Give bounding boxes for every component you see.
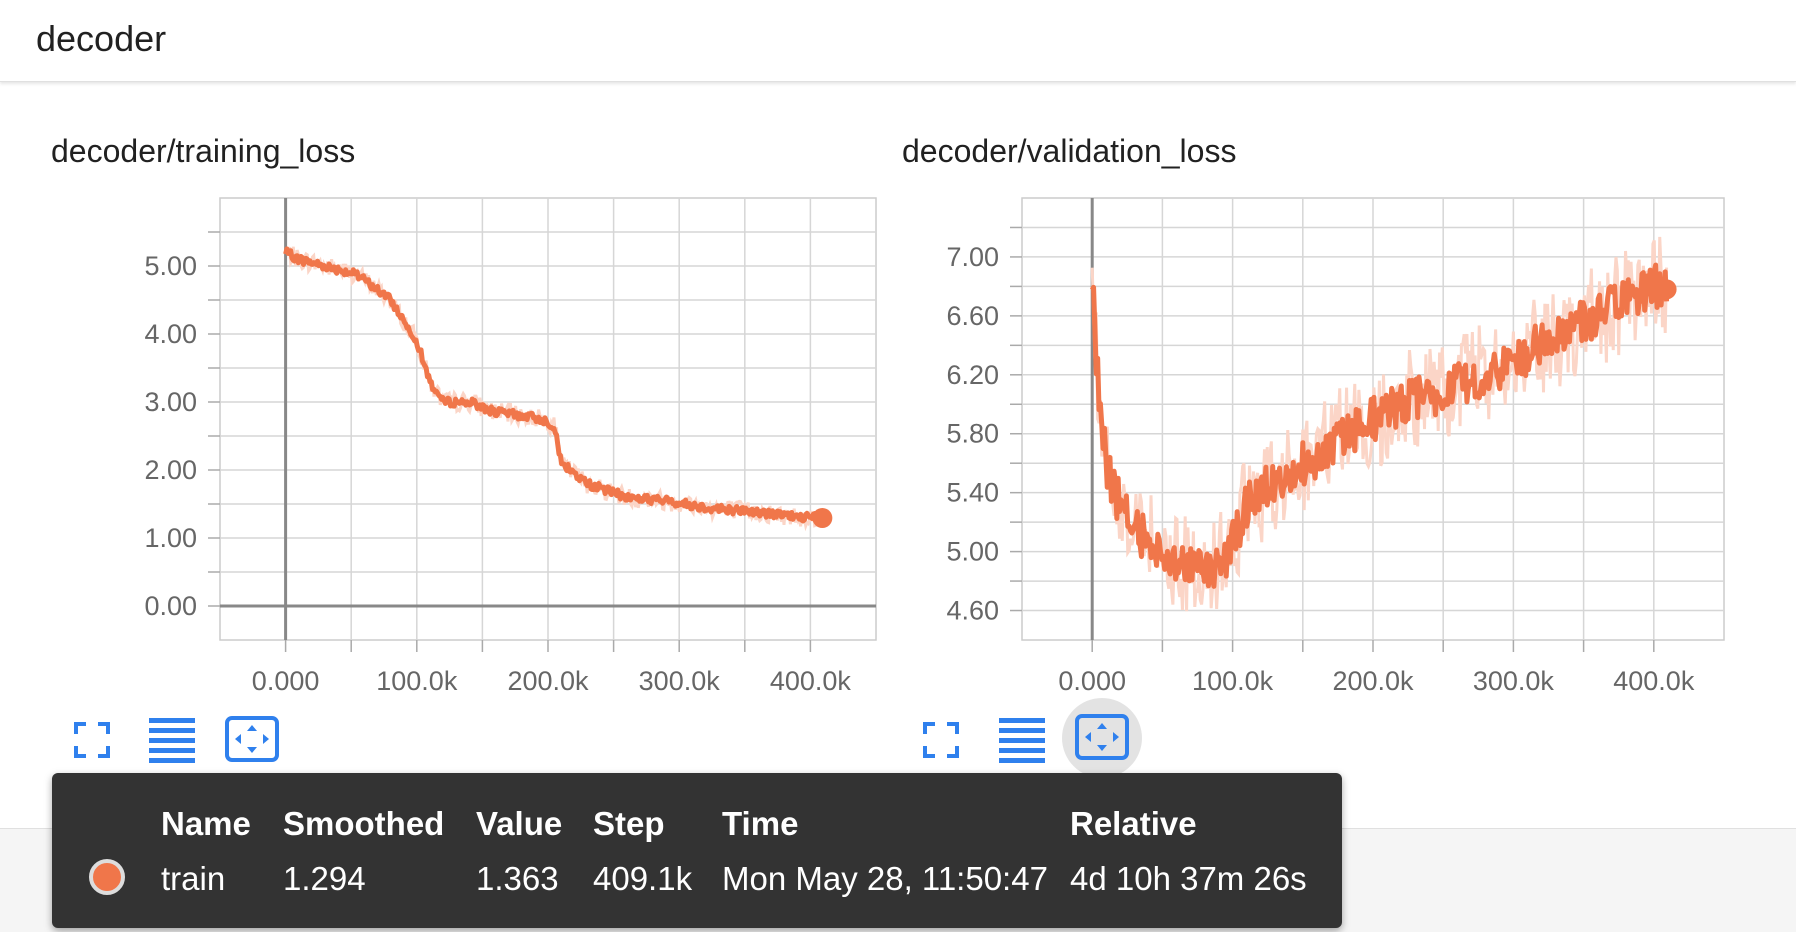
log-scale-icon[interactable]	[144, 712, 200, 768]
y-tick-label: 1.00	[144, 523, 197, 553]
smoothed-series-line	[1089, 262, 1670, 589]
tooltip-header-value: Value	[476, 805, 563, 842]
y-tick-label: 2.00	[144, 455, 197, 485]
x-tick-label: 100.0k	[376, 666, 458, 696]
fit-domain-icon[interactable]	[1062, 698, 1142, 778]
y-tick-label: 6.60	[946, 301, 999, 331]
x-tick-label: 100.0k	[1192, 666, 1274, 696]
tooltip-header-time: Time	[722, 805, 799, 842]
y-tick-label: 3.00	[144, 387, 197, 417]
tooltip-header-step: Step	[593, 805, 665, 842]
tooltip-header-relative: Relative	[1070, 805, 1197, 842]
section-title: decoder	[36, 18, 167, 59]
log-scale-icon[interactable]	[994, 712, 1050, 768]
tooltip-run-name: train	[161, 860, 226, 897]
y-tick-label: 6.20	[946, 360, 999, 390]
raw-series-line	[284, 246, 823, 532]
tooltip-step: 409.1k	[593, 860, 693, 897]
x-tick-label: 200.0k	[1332, 666, 1414, 696]
panel-card: decoder decoder/training_loss decoder/va…	[0, 0, 1796, 829]
fullscreen-icon[interactable]	[913, 712, 969, 768]
section-header[interactable]: decoder	[0, 0, 1796, 82]
chart-title-validation-loss: decoder/validation_loss	[902, 133, 1237, 169]
x-tick-label: 400.0k	[1613, 666, 1695, 696]
y-tick-label: 4.60	[946, 596, 999, 626]
y-tick-label: 0.00	[144, 591, 197, 621]
tooltip-header-smoothed: Smoothed	[283, 805, 445, 842]
x-tick-label: 200.0k	[507, 666, 589, 696]
chart-title-training-loss: decoder/training_loss	[51, 133, 356, 169]
x-tick-label: 300.0k	[639, 666, 721, 696]
fit-domain-icon[interactable]	[224, 712, 280, 768]
series-color-swatch	[89, 859, 125, 895]
tooltip-header-name: Name	[161, 805, 251, 842]
series-end-marker	[1656, 279, 1677, 300]
smoothed-series-line	[283, 246, 824, 524]
fullscreen-icon[interactable]	[64, 712, 120, 768]
x-tick-label: 0.000	[1058, 666, 1126, 696]
y-tick-label: 4.00	[144, 319, 197, 349]
x-tick-label: 0.000	[252, 666, 320, 696]
y-tick-label: 5.80	[946, 419, 999, 449]
tooltip-smoothed-value: 1.294	[283, 860, 366, 897]
data-tooltip: Name Smoothed Value Step Time Relative t…	[52, 773, 1342, 928]
tooltip-time: Mon May 28, 11:50:47	[722, 860, 1048, 897]
y-tick-label: 5.00	[946, 537, 999, 567]
x-tick-label: 400.0k	[770, 666, 852, 696]
y-tick-label: 5.00	[144, 251, 197, 281]
x-tick-label: 300.0k	[1473, 666, 1555, 696]
tooltip-relative: 4d 10h 37m 26s	[1070, 860, 1307, 897]
charts-canvas[interactable]: 0.000 100.0k 200.0k 300.0k 400.0k 0.00 1.00 2.0…	[0, 0, 1796, 828]
y-tick-label: 5.40	[946, 478, 999, 508]
tooltip-value: 1.363	[476, 860, 559, 897]
series-end-marker	[812, 508, 833, 529]
y-tick-label: 7.00	[946, 242, 999, 272]
